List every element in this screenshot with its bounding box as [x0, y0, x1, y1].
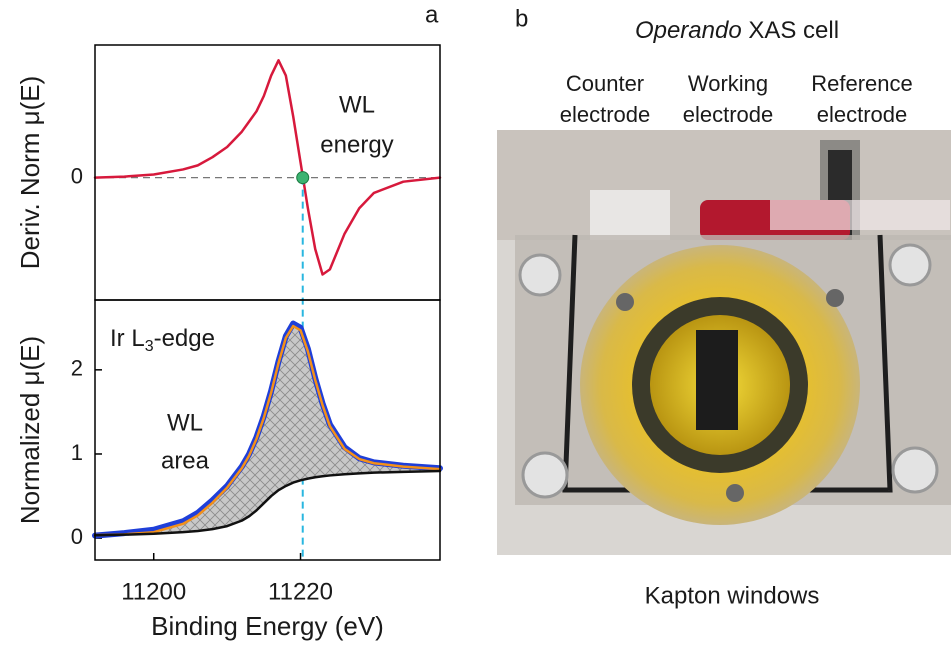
annotation-sub: 3: [145, 338, 154, 355]
photo-title-rest: XAS cell: [742, 17, 839, 44]
wl-energy-point: [296, 171, 310, 185]
annotation: area: [161, 447, 210, 474]
panel-label: a: [425, 1, 439, 28]
data-line: [93, 324, 442, 537]
photo-caption: Kapton windows: [645, 582, 820, 609]
y-axis-label: Deriv. Norm μ(E): [15, 76, 45, 270]
photo: [497, 130, 951, 555]
data-line: [93, 59, 442, 276]
x-tick-label: 11220: [268, 578, 333, 605]
data-line: [93, 469, 442, 537]
y-tick-label: 0: [71, 163, 83, 188]
hatched-area: [95, 326, 440, 536]
x-axis-label: Binding Energy (eV): [151, 611, 384, 641]
electrode-label: electrode: [560, 102, 651, 127]
photo-title: Operando XAS cell: [635, 17, 839, 44]
electrode-label: Counter: [566, 71, 644, 96]
photo-title-italic: Operando: [635, 17, 742, 44]
x-tick-label: 11200: [121, 578, 186, 605]
annotation-part: Ir L: [110, 325, 145, 352]
electrode-label: electrode: [683, 102, 774, 127]
annotation: WL: [167, 409, 203, 436]
annotation: WL: [339, 91, 375, 118]
y-tick-label: 2: [71, 356, 83, 381]
electrode-label: electrode: [817, 102, 908, 127]
electrode-label: Reference: [811, 71, 913, 96]
y-axis-label: Normalized μ(E): [15, 336, 45, 524]
y-tick-label: 1: [71, 440, 83, 465]
y-tick-label: 0: [71, 524, 83, 549]
annotation: energy: [320, 131, 393, 158]
electrode-label: Working: [688, 71, 768, 96]
panel-label: b: [515, 5, 528, 32]
annotation: Ir L3-edge: [110, 325, 215, 355]
plot-frame: [94, 299, 441, 561]
annotation-part: -edge: [154, 325, 215, 352]
